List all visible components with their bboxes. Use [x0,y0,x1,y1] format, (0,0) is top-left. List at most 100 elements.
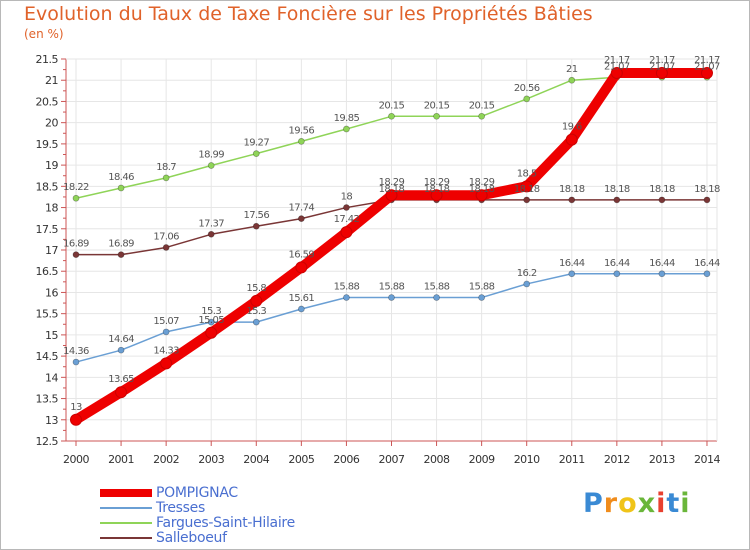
legend-label-pompignac: POMPIGNAC [156,484,238,501]
data-point-tresses [207,318,215,326]
data-label-fargues-saint-hilaire: 21 [566,64,578,75]
data-label-tresses: 15.07 [153,316,179,327]
y-tick-label: 15 [45,329,58,342]
legend-item-fargues: Fargues-Saint-Hilaire [100,514,295,531]
data-label-fargues-saint-hilaire: 20.15 [424,100,450,111]
data-label-tresses: 16.2 [517,268,537,279]
data-point-salleboeuf [117,251,125,259]
data-label-fargues-saint-hilaire: 19.85 [334,113,360,124]
logo-letter: i [680,488,691,519]
chart-title: Evolution du Taux de Taxe Foncière sur l… [24,3,593,25]
data-point-tresses [343,294,350,301]
data-point-tresses [613,270,621,278]
y-tick-label: 20 [45,117,58,130]
data-label-pompignac: 13 [70,402,82,413]
data-point-tresses [658,270,666,278]
data-label-salleboeuf: 16.89 [63,239,89,250]
data-label-pompignac: 18.29 [469,177,495,188]
data-label-pompignac: 15.05 [198,315,224,326]
data-label-pompignac: 16.59 [289,249,315,260]
data-label-fargues-saint-hilaire: 21.07 [649,61,675,72]
data-point-pompignac [430,189,443,202]
y-tick-label: 17 [45,244,58,257]
data-label-pompignac: 19.6 [562,122,582,133]
data-label-tresses: 14.64 [108,334,134,345]
data-point-salleboeuf [613,196,621,204]
data-label-fargues-saint-hilaire: 21.07 [604,61,630,72]
data-label-pompignac: 21.17 [694,55,720,66]
logo-letter: i [656,488,667,519]
data-point-pompignac [385,189,398,202]
data-label-tresses: 15.61 [289,293,315,304]
data-label-salleboeuf: 18.18 [649,184,675,195]
data-point-tresses [298,305,305,313]
data-point-pompignac [340,226,353,239]
x-tick-label: 2003 [198,453,224,466]
data-label-salleboeuf: 17.37 [198,218,224,229]
data-label-fargues-saint-hilaire: 18.46 [108,172,134,183]
data-point-fargues-saint-hilaire [117,184,125,192]
data-point-pompignac [250,294,263,307]
data-label-salleboeuf: 18.18 [469,184,495,195]
data-label-fargues-saint-hilaire: 19.27 [243,138,269,149]
data-label-fargues-saint-hilaire: 18.7 [156,162,176,173]
x-tick-label: 2010 [514,453,540,466]
y-tick-label: 13 [45,414,58,427]
chart-unit: (en %) [24,27,64,41]
data-point-fargues-saint-hilaire [207,162,215,169]
x-tick-label: 2000 [63,453,89,466]
data-label-pompignac: 18.29 [379,177,405,188]
legend-item-pompignac: POMPIGNAC [100,484,238,501]
proxiti-logo: Proxiti [583,488,691,519]
data-point-salleboeuf [523,196,531,204]
data-point-tresses [162,328,170,336]
data-label-salleboeuf: 18.18 [514,184,540,195]
data-label-salleboeuf: 18.18 [694,184,720,195]
data-label-pompignac: 18.5 [517,168,537,179]
data-point-salleboeuf [252,222,260,230]
y-tick-label: 21 [45,74,58,87]
data-point-tresses [117,346,125,354]
logo-letter: x [637,488,657,519]
data-label-salleboeuf: 16.89 [108,239,134,250]
data-point-pompignac [520,180,533,193]
data-point-fargues-saint-hilaire [478,112,485,120]
y-tick-label: 16.5 [36,265,59,278]
data-point-pompignac [295,261,308,274]
data-point-pompignac [160,357,173,370]
data-point-tresses [523,280,531,288]
x-tick-label: 2002 [153,453,179,466]
data-point-tresses [252,318,260,326]
data-point-fargues-saint-hilaire [568,76,576,84]
y-tick-label: 21.5 [36,53,59,66]
data-point-pompignac [475,189,488,202]
y-tick-label: 18 [45,202,58,215]
data-point-fargues-saint-hilaire [343,125,350,133]
y-tick-label: 15.5 [36,308,59,321]
data-point-tresses [72,358,80,366]
data-point-pompignac [565,133,578,146]
x-tick-label: 2006 [333,453,359,466]
legend-label-fargues: Fargues-Saint-Hilaire [156,514,295,531]
data-point-salleboeuf [162,244,170,251]
y-tick-label: 16 [45,286,58,299]
data-point-pompignac [205,326,218,339]
legend-item-salleboeuf: Salleboeuf [100,530,227,546]
data-point-fargues-saint-hilaire [252,150,260,158]
data-point-salleboeuf [343,204,350,211]
legend-swatch-tresses [100,506,152,509]
data-label-pompignac: 17.42 [334,214,360,225]
data-label-tresses: 14.36 [63,346,89,357]
data-label-salleboeuf: 18.18 [379,184,405,195]
logo-letter: t [666,488,681,519]
data-label-salleboeuf: 18.18 [559,184,585,195]
data-label-pompignac: 13.65 [108,374,134,385]
data-label-salleboeuf: 18.18 [424,184,450,195]
data-label-pompignac: 21.17 [649,55,675,66]
data-label-tresses: 15.3 [201,306,221,317]
y-tick-label: 20.5 [36,95,59,108]
logo-letter: r [603,488,619,519]
data-label-salleboeuf: 18 [341,192,353,203]
y-tick-label: 14.5 [36,350,59,363]
data-label-tresses: 16.44 [559,258,585,269]
